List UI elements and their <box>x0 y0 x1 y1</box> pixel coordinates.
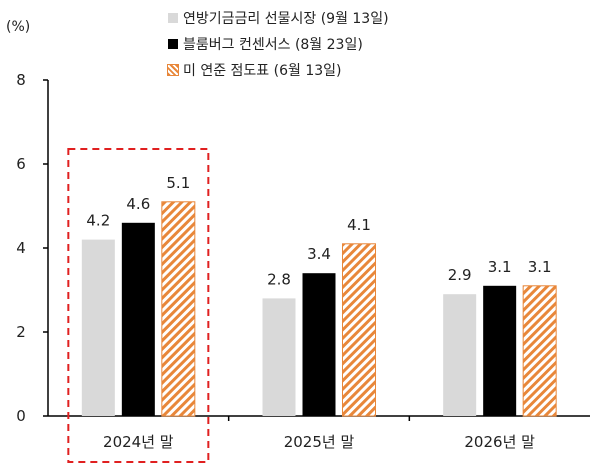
value-label: 3.1 <box>488 258 512 276</box>
legend-swatch-orange-striped <box>167 64 179 76</box>
bar-fed-funds-futures <box>81 239 115 416</box>
legend: 연방기금금리 선물시장 (9월 13일) 블룸버그 컨센서스 (8월 23일) … <box>167 5 389 83</box>
highlight-box-2024 <box>67 148 210 463</box>
bar-fed-dot-plot <box>522 285 557 417</box>
y-axis-unit-label: (%) <box>6 19 30 35</box>
value-label: 4.1 <box>347 216 371 234</box>
bar-bloomberg-consensus <box>483 285 517 416</box>
bar-fed-funds-futures <box>443 294 477 416</box>
legend-label: 블룸버그 컨센서스 (8월 23일) <box>183 37 363 53</box>
legend-swatch-gray <box>168 13 178 23</box>
bar-fed-dot-plot <box>342 243 376 417</box>
y-tick-label: 6 <box>16 155 26 173</box>
bar-fed-funds-futures <box>262 298 296 416</box>
x-category-label: 2025년 말 <box>284 433 355 451</box>
x-category-label: 2024년 말 <box>103 433 174 451</box>
legend-item-bloomberg-consensus: 블룸버그 컨센서스 (8월 23일) <box>168 31 389 57</box>
value-label: 4.2 <box>86 212 110 230</box>
y-tick-label: 8 <box>16 71 26 89</box>
x-category-label: 2026년 말 <box>464 433 535 451</box>
bars <box>81 201 557 417</box>
bar-fed-dot-plot <box>161 201 196 417</box>
value-label: 2.8 <box>267 270 291 288</box>
legend-label: 미 연준 점도표 (6월 13일) <box>183 63 342 79</box>
y-tick-label: 2 <box>16 323 26 341</box>
value-labels: 4.2 4.6 5.1 2.8 3.4 4.1 2.9 3.1 3.1 <box>86 174 551 289</box>
value-label: 3.4 <box>307 245 331 263</box>
y-tick-label: 0 <box>16 407 26 425</box>
bar-bloomberg-consensus <box>302 273 336 416</box>
y-tick-label: 4 <box>16 239 26 257</box>
legend-swatch-black <box>168 39 178 49</box>
y-axis: 0 2 4 6 8 <box>16 71 49 425</box>
value-label: 4.6 <box>126 195 150 213</box>
x-axis: 2024년 말 2025년 말 2026년 말 <box>48 415 590 451</box>
legend-item-fed-funds-futures: 연방기금금리 선물시장 (9월 13일) <box>168 5 389 31</box>
value-label: 2.9 <box>448 266 472 284</box>
legend-label: 연방기금금리 선물시장 (9월 13일) <box>183 11 389 27</box>
value-label: 3.1 <box>528 258 552 276</box>
value-label: 5.1 <box>166 174 190 192</box>
legend-item-fed-dot-plot: 미 연준 점도표 (6월 13일) <box>167 57 389 83</box>
bar-bloomberg-consensus <box>121 222 155 416</box>
